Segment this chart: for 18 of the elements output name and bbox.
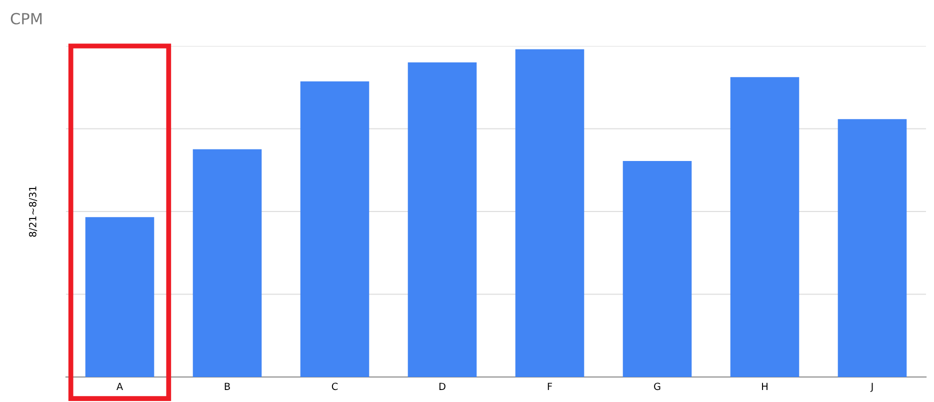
x-tick-label: D [439, 382, 446, 390]
bar [622, 161, 692, 377]
chart-title: CPM [10, 12, 42, 24]
bar [730, 77, 800, 377]
bar [85, 217, 154, 377]
bar [192, 149, 262, 377]
bar [408, 62, 477, 377]
bar [515, 49, 584, 377]
y-axis-title: 8/21~8/31 [28, 186, 38, 237]
x-tick-label: H [762, 382, 768, 390]
x-tick-label: F [548, 382, 552, 390]
x-tick-label: C [332, 382, 338, 390]
x-tick-label: B [224, 382, 230, 390]
x-tick-label: A [116, 382, 123, 390]
x-tick-label: J [870, 382, 873, 392]
bar [838, 119, 907, 377]
bar [300, 81, 370, 377]
x-tick-label: G [654, 382, 660, 390]
